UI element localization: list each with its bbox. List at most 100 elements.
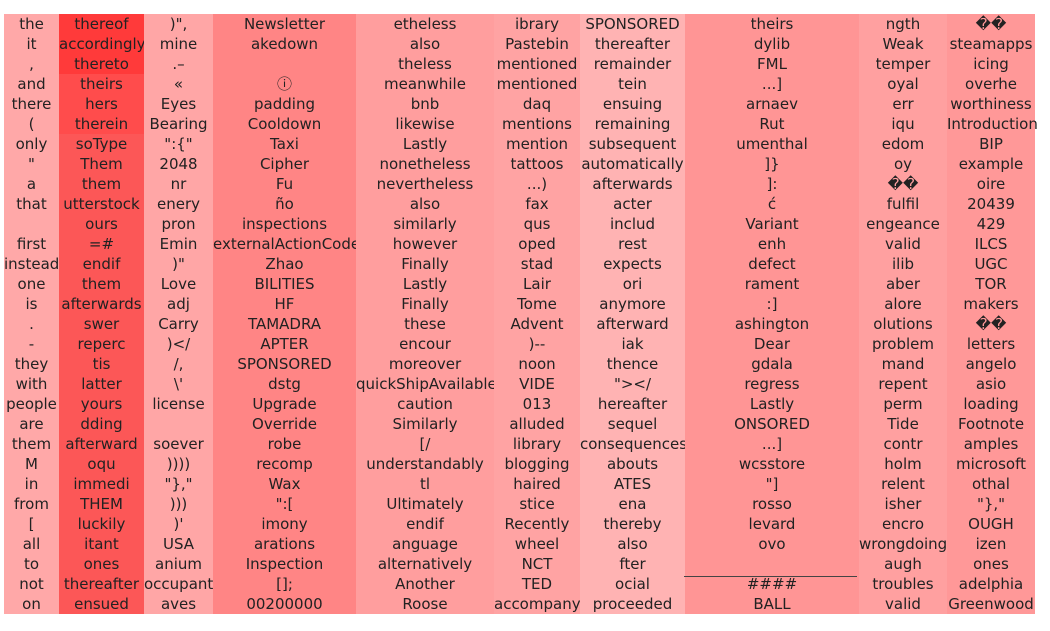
token-cell: )-- [528, 335, 546, 353]
token-cell: VIDE [519, 375, 555, 393]
token-cell: BILITIES [254, 275, 315, 293]
token-cell: similarly [393, 215, 457, 233]
token-cell: ILCS [974, 235, 1008, 253]
token-cell: ))) [169, 495, 188, 513]
token-cell: Recently [504, 515, 570, 533]
token-cell: endif [406, 515, 444, 533]
token-cell: mentioned [496, 75, 578, 93]
token-cell: padding [254, 95, 315, 113]
token-cell: dylib [753, 35, 791, 53]
token-cell: ]} [764, 155, 780, 173]
token-cell: are [19, 415, 44, 433]
token-cell: that [16, 195, 47, 213]
token-cell: makers [963, 295, 1019, 313]
token-cell: [ [28, 515, 35, 533]
token-cell: "></ [613, 375, 652, 393]
token-cell: izen [975, 535, 1007, 553]
token-cell: haired [513, 475, 561, 493]
token-cell: a [26, 175, 37, 193]
token-cell: Footnote [957, 415, 1025, 433]
token-cell: oy [893, 155, 913, 173]
token-cell: sequel [607, 415, 658, 433]
token-cell: ngth [885, 15, 921, 33]
token-cell: /, [173, 355, 184, 373]
token-cell: Rut [759, 115, 785, 133]
token-cell: Bearing [149, 115, 208, 133]
token-cell: remainder [593, 55, 672, 73]
token-cell: afterwards [61, 295, 142, 313]
token-cell: iak [621, 335, 644, 353]
token-cell: THEM [80, 495, 123, 513]
token-cell: thereafter [63, 575, 140, 593]
token-cell: 013 [522, 395, 552, 413]
token-cell: ilib [891, 255, 915, 273]
token-cell: the [19, 15, 44, 33]
token-cell: , [29, 55, 34, 73]
token-cell: reperc [77, 335, 126, 353]
token-cell: thereby [603, 515, 662, 533]
token-cell: utterstock [63, 195, 140, 213]
token-cell: one [17, 275, 46, 293]
token-cell: Roose [402, 595, 448, 613]
token-cell: augh [884, 555, 922, 573]
token-cell: )", [169, 15, 188, 33]
token-cell: ours [85, 215, 118, 233]
token-cell: wheel [514, 535, 560, 553]
token-cell: Variant [745, 215, 799, 233]
token-cell: there [11, 95, 52, 113]
token-cell: remaining [594, 115, 671, 133]
token-cell: blogging [504, 455, 570, 473]
token-cell: alluded [509, 415, 565, 433]
token-cell: moreover [388, 355, 462, 373]
token-cell: )' [173, 515, 184, 533]
token-cell: TOR [975, 275, 1007, 293]
token-cell: enh [757, 235, 787, 253]
token-cell: adelphia [958, 575, 1024, 593]
token-cell: HF [274, 295, 295, 313]
token-cell: on [22, 595, 41, 613]
token-cell: 429 [976, 215, 1006, 233]
token-cell: also [409, 195, 441, 213]
token-cell: accompany [494, 595, 581, 613]
token-cell: therein [59, 114, 144, 134]
token-cell: akedown [250, 35, 319, 53]
token-cell: thereafter [594, 35, 671, 53]
token-cell: . [29, 315, 34, 333]
token-cell: expects [603, 255, 662, 273]
token-cell: daq [522, 95, 552, 113]
token-cell: arnaev [746, 95, 798, 113]
token-column: the it, and there (only " a that first instead one… [4, 14, 59, 614]
token-cell: 00200000 [246, 595, 323, 613]
token-cell: it [26, 35, 37, 53]
token-cell: .– [172, 55, 185, 73]
token-cell: contr [883, 435, 923, 453]
token-cell: isher [884, 495, 922, 513]
token-cell: \' [173, 375, 184, 393]
token-cell: fter [619, 555, 646, 573]
token-cell: Weak [882, 35, 924, 53]
divider-line [684, 576, 857, 577]
token-cell: Emin [159, 235, 198, 253]
token-column: �� steamapps icing overhe worthiness Introduc… [947, 14, 1038, 614]
token-cell: hers [59, 94, 144, 114]
token-cell: aber [885, 275, 921, 293]
token-cell: theirs [750, 15, 794, 33]
token-cell: bnb [410, 95, 440, 113]
token-cell: Override [252, 415, 317, 433]
token-cell: immedi [73, 475, 130, 493]
token-column: SPONSORED thereafter remainder tein ensuing r… [580, 14, 687, 614]
token-cell: ć [767, 195, 777, 213]
token-cell: BIP [979, 135, 1003, 153]
token-cell: relent [881, 475, 925, 493]
token-heatmap-grid: the it, and there(only " a that first instead one… [4, 14, 1038, 614]
token-cell: endif [82, 255, 121, 273]
token-cell: TED [521, 575, 553, 593]
token-cell: " [28, 155, 35, 173]
token-cell: automatically [581, 155, 684, 173]
token-cell: Greenwood [948, 595, 1034, 613]
token-cell: qus [523, 215, 551, 233]
token-cell: thereof [59, 14, 144, 34]
token-cell: Another [395, 575, 455, 593]
token-cell: "] [765, 475, 779, 493]
token-cell: inspections [241, 215, 328, 233]
